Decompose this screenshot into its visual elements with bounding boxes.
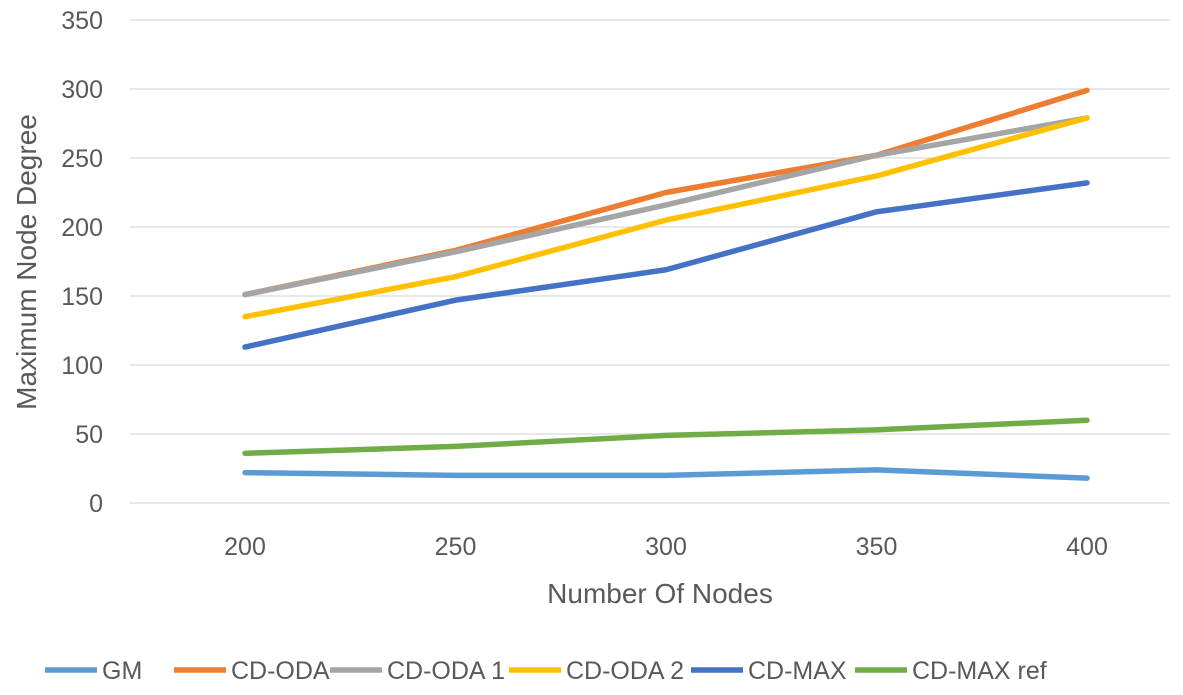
x-tick-label: 300 [645,533,687,561]
legend-label: GM [102,657,142,685]
y-tick-label: 150 [61,283,103,311]
y-tick-label: 100 [61,352,103,380]
legend-item: CD-MAX ref [855,657,1047,685]
legend-label: CD-MAX [748,657,847,685]
legend-item: CD-ODA 2 [509,657,684,685]
series-line-cd-oda-2 [242,115,1090,320]
x-axis-title: Number Of Nodes [547,578,773,609]
x-tick-label: 400 [1066,533,1108,561]
y-axis-title: Maximum Node Degree [11,114,42,410]
legend: GM CD-ODA CD-ODA 1 CD-ODA 2 CD-MAX CD-MAX ref [45,657,1047,685]
legend-item: CD-ODA [174,657,330,685]
x-tick-label: 250 [435,533,477,561]
legend-label: CD-ODA 2 [566,657,684,685]
series-line-cd-max-ref [242,417,1090,457]
legend-item: CD-MAX [691,657,847,685]
legend-label: CD-MAX ref [912,657,1047,685]
series-lines [242,87,1090,481]
gridlines [130,19,1170,504]
y-tick-label: 0 [89,490,103,518]
y-tick-label: 250 [61,145,103,173]
y-tick-label: 300 [61,76,103,104]
x-tick-label: 350 [856,533,898,561]
y-axis-ticks: 0 50 100 150 200 250 300 350 [61,7,103,518]
legend-item: GM [45,657,142,685]
legend-item: CD-ODA 1 [330,657,505,685]
y-tick-label: 50 [75,421,103,449]
y-tick-label: 200 [61,214,103,242]
x-axis-ticks: 200 250 300 350 400 [224,533,1108,561]
x-tick-label: 200 [224,533,266,561]
y-tick-label: 350 [61,7,103,35]
legend-label: CD-ODA [231,657,330,685]
series-line-gm [242,467,1090,481]
legend-label: CD-ODA 1 [387,657,505,685]
